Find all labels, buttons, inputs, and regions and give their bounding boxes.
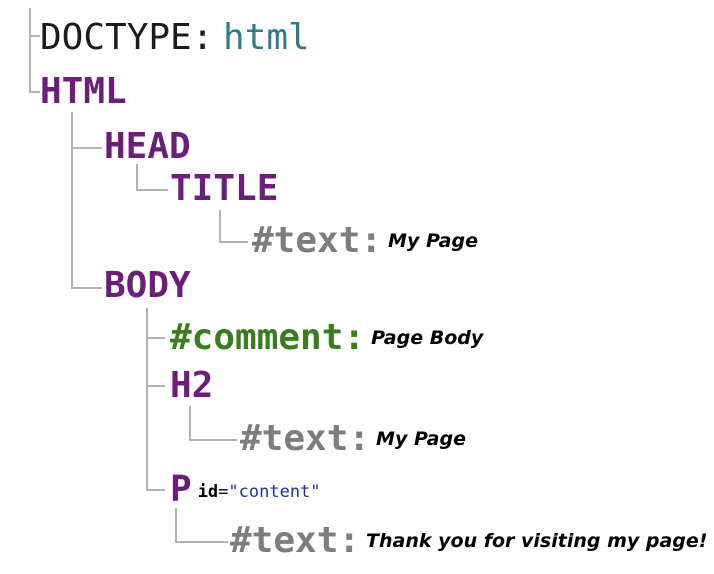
p-tag: P — [170, 469, 192, 510]
html-tag: HTML — [40, 71, 127, 112]
doctype-value: html — [223, 17, 310, 58]
connector-p-text — [175, 508, 228, 543]
comment-label: #comment: — [170, 317, 366, 358]
p-attribute: id="content" — [198, 482, 321, 501]
title-text-label: #text: — [252, 220, 383, 261]
comment-node: #comment: Page Body — [170, 320, 483, 356]
p-attr-name: id — [197, 482, 219, 502]
title-text-node: #text: My Page — [252, 223, 478, 259]
title-tag: TITLE — [170, 168, 279, 209]
title-text-value: My Page — [388, 230, 478, 252]
connector-h2-text — [189, 406, 237, 441]
connector-comment — [146, 308, 165, 339]
html-node: HTML — [40, 74, 127, 110]
title-node: TITLE — [170, 171, 278, 207]
body-node: BODY — [104, 268, 191, 304]
doctype-key: DOCTYPE: — [40, 17, 214, 58]
head-node: HEAD — [104, 129, 191, 165]
h2-text-value: My Page — [376, 428, 466, 450]
p-text-value: Thank you for visiting my page! — [366, 530, 708, 552]
body-tag: BODY — [104, 265, 191, 306]
connector-p — [146, 386, 165, 491]
connector-html — [29, 36, 40, 93]
p-text-node: #text: Thank you for visiting my page! — [230, 523, 707, 559]
comment-value: Page Body — [371, 327, 484, 349]
doctype-node: DOCTYPE: html — [40, 20, 310, 56]
p-attr-equals: = — [218, 482, 229, 502]
connector-doctype — [29, 8, 40, 37]
p-attr-value: "content" — [228, 482, 321, 502]
h2-node: H2 — [170, 368, 213, 404]
connector-head — [71, 112, 102, 149]
connector-title — [136, 164, 168, 191]
h2-text-node: #text: My Page — [240, 421, 466, 457]
head-tag: HEAD — [104, 126, 191, 167]
p-text-label: #text: — [230, 520, 361, 561]
connector-body — [71, 148, 102, 289]
connector-title-text — [219, 210, 248, 243]
connector-h2 — [146, 338, 165, 387]
h2-tag: H2 — [170, 365, 214, 406]
h2-text-label: #text: — [240, 418, 371, 459]
